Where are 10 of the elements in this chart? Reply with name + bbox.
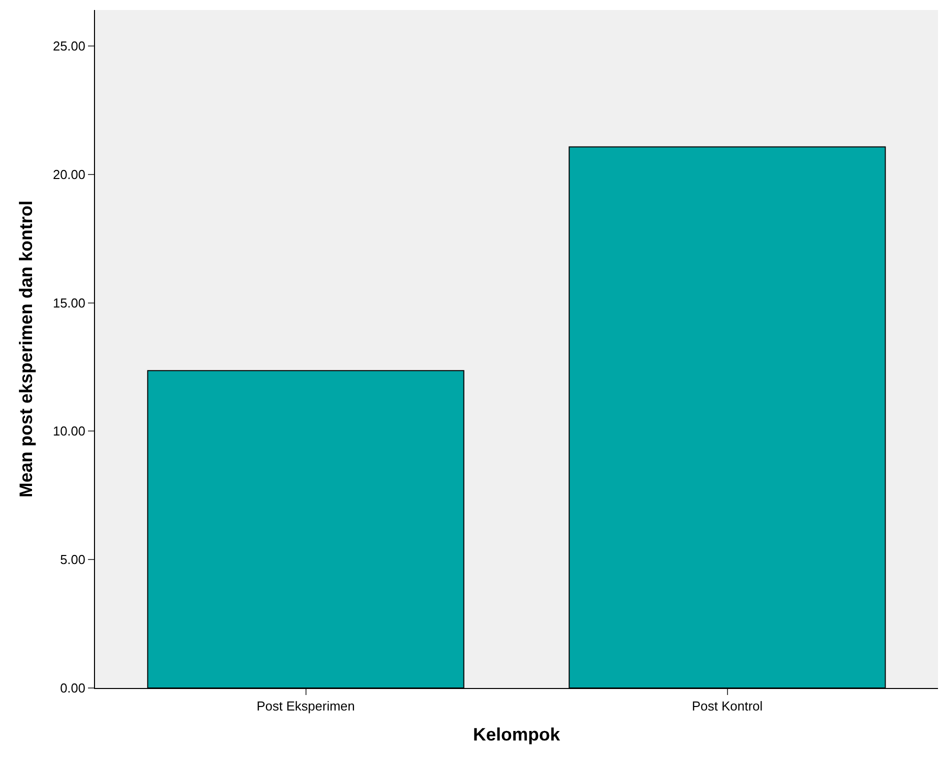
y-tick-label: 25.00 (52, 38, 86, 54)
y-axis-title: Mean post eksperimen dan kontrol (16, 200, 36, 498)
y-tick-label: 5.00 (60, 552, 86, 568)
y-tick-label: 20.00 (52, 166, 86, 182)
x-tick-label: Post Kontrol (692, 698, 763, 714)
y-tick-label: 0.00 (60, 680, 86, 696)
y-tick-label: 10.00 (52, 424, 86, 439)
x-tick-label: Post Eksperimen (256, 698, 355, 714)
x-axis-title: Kelompok (472, 724, 561, 745)
y-tick-label: 15.00 (52, 295, 86, 310)
